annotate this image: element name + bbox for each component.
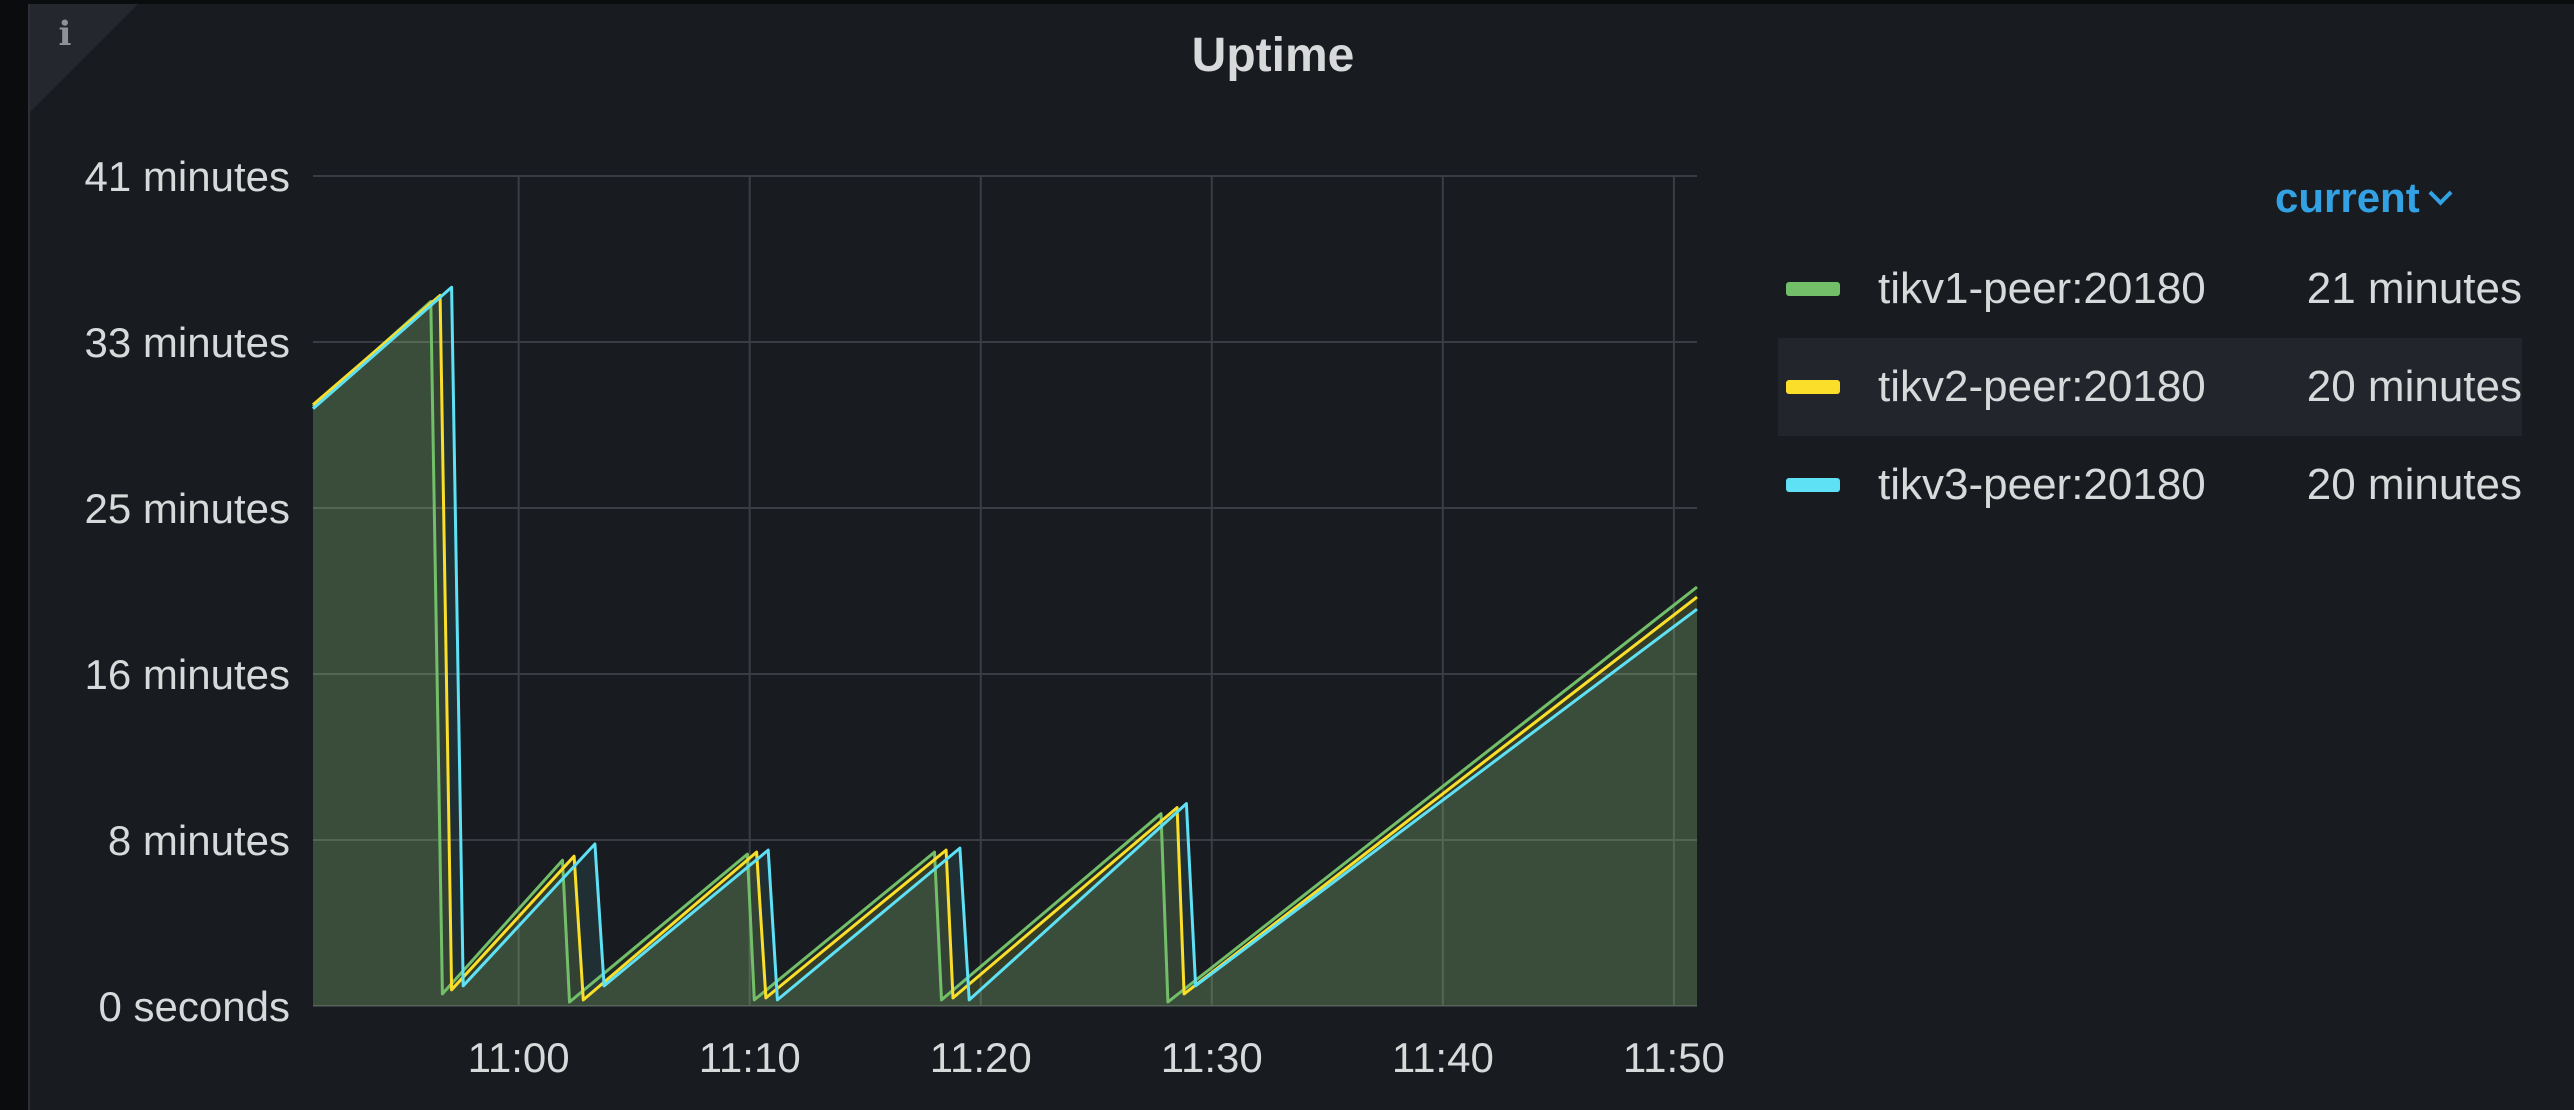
y-tick-label: 33 minutes	[85, 319, 290, 366]
y-tick-label: 41 minutes	[85, 153, 290, 200]
chart-grid	[313, 175, 1697, 1007]
x-axis-ticks: 11:00 11:10 11:20 11:30 11:40 11:50	[468, 1034, 1725, 1081]
series-line-3	[312, 285, 1698, 1002]
legend-item[interactable]: tikv3-peer:20180 20 minutes	[1778, 436, 2522, 534]
y-tick-label: 0 seconds	[99, 983, 290, 1030]
legend-series-name[interactable]: tikv2-peer:20180	[1878, 362, 2206, 411]
legend-current-value: 20 minutes	[2306, 460, 2522, 509]
legend-mode-label: current	[2275, 174, 2420, 221]
series-areas	[313, 287, 1697, 1006]
info-icon[interactable]: i	[58, 14, 72, 54]
series-area-3	[313, 287, 1697, 1006]
x-tick-label: 11:00	[468, 1034, 570, 1081]
legend-item[interactable]: tikv1-peer:20180 21 minutes	[1778, 240, 2522, 338]
series-line-2	[312, 293, 1698, 1002]
y-tick-label: 16 minutes	[85, 651, 290, 698]
panel-title[interactable]: Uptime	[1191, 29, 1355, 82]
legend-series-name[interactable]: tikv3-peer:20180	[1878, 460, 2206, 509]
chevron-down-icon	[2428, 180, 2453, 206]
x-tick-label: 11:20	[930, 1034, 1032, 1081]
series-area-2	[313, 295, 1697, 1006]
info-corner[interactable]	[30, 4, 138, 112]
x-tick-label: 11:50	[1623, 1034, 1725, 1081]
y-axis-ticks: 0 seconds 8 minutes 16 minutes 25 minutes 33…	[85, 153, 290, 1030]
series-line-1	[312, 300, 1698, 1004]
series-lines	[312, 285, 1698, 1004]
legend-current-value: 21 minutes	[2306, 264, 2522, 313]
y-tick-label: 8 minutes	[108, 817, 290, 864]
x-tick-label: 11:40	[1392, 1034, 1494, 1081]
legend-current-value: 20 minutes	[2306, 362, 2522, 411]
series-area-1	[313, 301, 1697, 1006]
legend-swatch[interactable]	[1786, 478, 1840, 492]
legend-mode-dropdown[interactable]: current	[2275, 174, 2453, 222]
y-tick-label: 25 minutes	[85, 485, 290, 532]
x-tick-label: 11:10	[699, 1034, 801, 1081]
legend-item[interactable]: tikv2-peer:20180 20 minutes	[1778, 338, 2522, 436]
legend-swatch[interactable]	[1786, 282, 1840, 296]
legend-swatch[interactable]	[1786, 380, 1840, 394]
x-tick-label: 11:30	[1161, 1034, 1263, 1081]
uptime-panel: i	[28, 4, 2574, 1110]
legend-series-name[interactable]: tikv1-peer:20180	[1878, 264, 2206, 313]
